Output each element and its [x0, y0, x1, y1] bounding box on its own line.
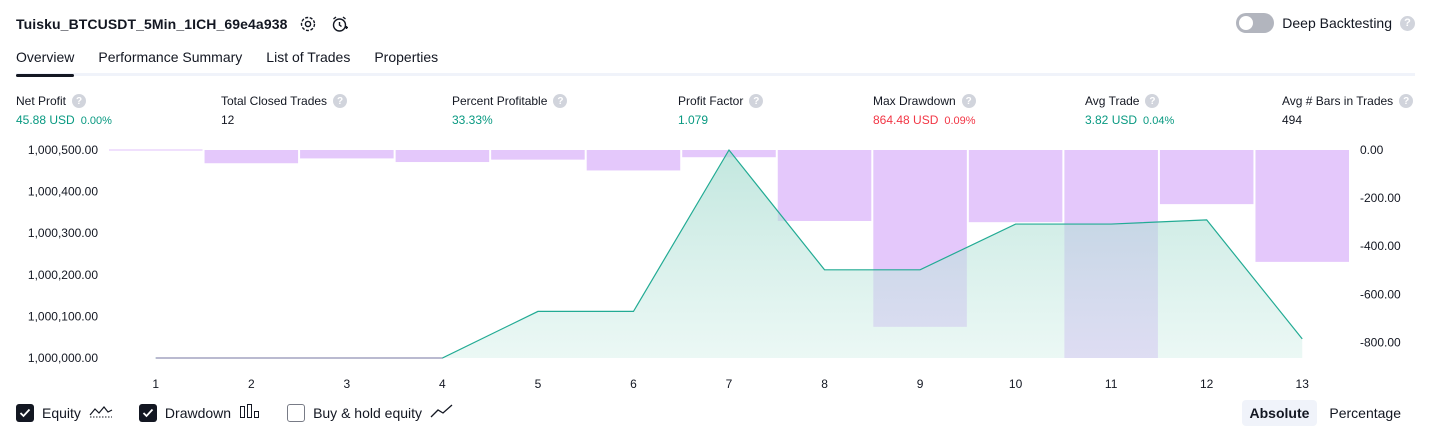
help-icon[interactable]: ? — [1399, 94, 1414, 108]
right-axis-tick: -600.00 — [1360, 287, 1401, 301]
help-icon[interactable]: ? — [333, 94, 348, 108]
x-axis-tick: 6 — [630, 377, 637, 391]
deep-backtesting-toggle[interactable] — [1236, 13, 1275, 33]
metric-value: 3.82 USD — [1085, 113, 1138, 127]
left-axis-tick: 1,000,300.00 — [28, 226, 98, 240]
metric-value: 12 — [221, 113, 235, 127]
chart-legend: Equity Drawdown Buy & hold equity — [16, 403, 454, 422]
x-axis-tick: 2 — [248, 377, 255, 391]
metric-total-closed-trades: Total Closed Trades? 12 — [221, 93, 348, 127]
legend-label: Buy & hold equity — [313, 404, 423, 421]
tab-properties[interactable]: Properties — [374, 49, 439, 65]
display-mode-toggle: Absolute Percentage — [1241, 400, 1410, 426]
x-axis-tick: 1 — [152, 377, 159, 391]
drawdown-bar — [968, 150, 1063, 223]
buy-hold-line-icon — [430, 403, 454, 422]
left-axis-tick: 1,000,000.00 — [28, 351, 98, 365]
x-axis-tick: 11 — [1105, 377, 1118, 391]
help-icon[interactable]: ? — [749, 94, 764, 108]
legend-label: Drawdown — [164, 404, 232, 421]
metric-label: Profit Factor — [678, 94, 744, 108]
equity-drawdown-chart[interactable]: 1,000,500.00 1,000,400.00 1,000,300.00 1,00… — [0, 140, 1431, 395]
metric-value: 33.33% — [452, 113, 493, 127]
x-axis-tick: 9 — [917, 377, 924, 391]
gear-icon[interactable] — [297, 13, 319, 35]
left-axis-tick: 1,000,500.00 — [28, 143, 98, 157]
drawdown-bars-icon — [239, 403, 261, 422]
tab-list-of-trades[interactable]: List of Trades — [266, 49, 351, 65]
equity-area — [155, 150, 1303, 358]
metric-value: 864.48 USD — [873, 113, 939, 127]
metric-label: Max Drawdown — [873, 94, 956, 108]
right-axis-tick: -200.00 — [1360, 191, 1401, 205]
left-axis-tick: 1,000,400.00 — [28, 185, 98, 199]
legend-drawdown[interactable]: Drawdown — [138, 403, 261, 422]
x-axis-tick: 10 — [1009, 377, 1023, 391]
metric-value: 1.079 — [678, 113, 709, 127]
drawdown-bar — [300, 150, 394, 159]
metrics-row: Net Profit? 45.88 USD 0.00% Total Closed … — [16, 93, 1415, 133]
metric-percent: 0.00% — [80, 115, 112, 127]
x-axis-tick: 13 — [1296, 377, 1310, 391]
drawdown-bar — [491, 150, 585, 160]
strategy-header: Tuisku_BTCUSDT_5Min_1ICH_69e4a938 — [16, 12, 351, 36]
metric-label: Avg Trade — [1085, 94, 1140, 108]
help-icon[interactable]: ? — [1145, 94, 1160, 108]
strategy-name: Tuisku_BTCUSDT_5Min_1ICH_69e4a938 — [16, 16, 288, 32]
drawdown-bar — [586, 150, 681, 171]
help-icon[interactable]: ? — [961, 94, 976, 108]
right-axis-tick: 0.00 — [1360, 143, 1384, 157]
metric-label: Total Closed Trades — [221, 94, 328, 108]
metric-label: Percent Profitable — [452, 94, 548, 108]
equity-line-icon — [89, 403, 113, 422]
alarm-clock-icon[interactable] — [329, 13, 351, 35]
legend-buy-hold-equity[interactable]: Buy & hold equity — [287, 403, 454, 422]
x-axis-tick: 7 — [726, 377, 733, 391]
tab-overview[interactable]: Overview — [16, 44, 75, 77]
left-axis-tick: 1,000,200.00 — [28, 268, 98, 282]
help-icon[interactable]: ? — [553, 94, 568, 108]
drawdown-bar — [1159, 150, 1254, 205]
metric-value: 494 — [1282, 113, 1303, 127]
help-icon[interactable]: ? — [1400, 15, 1415, 31]
metric-percent: 0.04% — [1143, 115, 1175, 127]
metric-avg-trade: Avg Trade? 3.82 USD 0.04% — [1085, 93, 1174, 127]
buy-hold-checkbox[interactable] — [287, 403, 306, 422]
drawdown-bar — [395, 150, 490, 163]
metric-max-drawdown: Max Drawdown? 864.48 USD 0.09% — [873, 93, 976, 127]
help-icon[interactable]: ? — [72, 94, 87, 108]
metric-percent-profitable: Percent Profitable? 33.33% — [452, 93, 568, 127]
drawdown-bar — [1255, 150, 1349, 262]
metric-profit-factor: Profit Factor? 1.079 — [678, 93, 764, 127]
equity-checkbox[interactable] — [16, 403, 34, 422]
absolute-button[interactable]: Absolute — [1241, 400, 1318, 426]
deep-backtesting: Deep Backtesting ? — [1236, 13, 1415, 33]
right-axis-tick: -800.00 — [1360, 335, 1401, 349]
drawdown-checkbox[interactable] — [138, 403, 157, 422]
x-axis-tick: 12 — [1200, 377, 1214, 391]
metric-label: Avg # Bars in Trades — [1282, 94, 1394, 108]
metric-value: 45.88 USD — [16, 113, 75, 127]
tab-bar: Overview Performance Summary List of Tra… — [16, 44, 1415, 77]
legend-equity[interactable]: Equity — [16, 403, 113, 422]
left-axis-tick: 1,000,100.00 — [28, 309, 98, 323]
deep-backtesting-label: Deep Backtesting — [1282, 15, 1392, 31]
metric-label: Net Profit — [16, 94, 67, 108]
percentage-button[interactable]: Percentage — [1329, 405, 1401, 421]
drawdown-bar — [777, 150, 872, 221]
x-axis-tick: 3 — [344, 377, 351, 391]
metric-percent: 0.09% — [944, 115, 976, 127]
drawdown-bar — [204, 150, 299, 164]
right-axis-tick: -400.00 — [1360, 239, 1401, 253]
metric-avg-bars-in-trades: Avg # Bars in Trades? 494 — [1282, 93, 1414, 127]
metric-net-profit: Net Profit? 45.88 USD 0.00% — [16, 93, 112, 127]
x-axis-tick: 8 — [821, 377, 828, 391]
x-axis-tick: 4 — [439, 377, 446, 391]
tab-performance-summary[interactable]: Performance Summary — [98, 49, 243, 65]
x-axis-tick: 5 — [535, 377, 542, 391]
legend-label: Equity — [42, 404, 81, 421]
